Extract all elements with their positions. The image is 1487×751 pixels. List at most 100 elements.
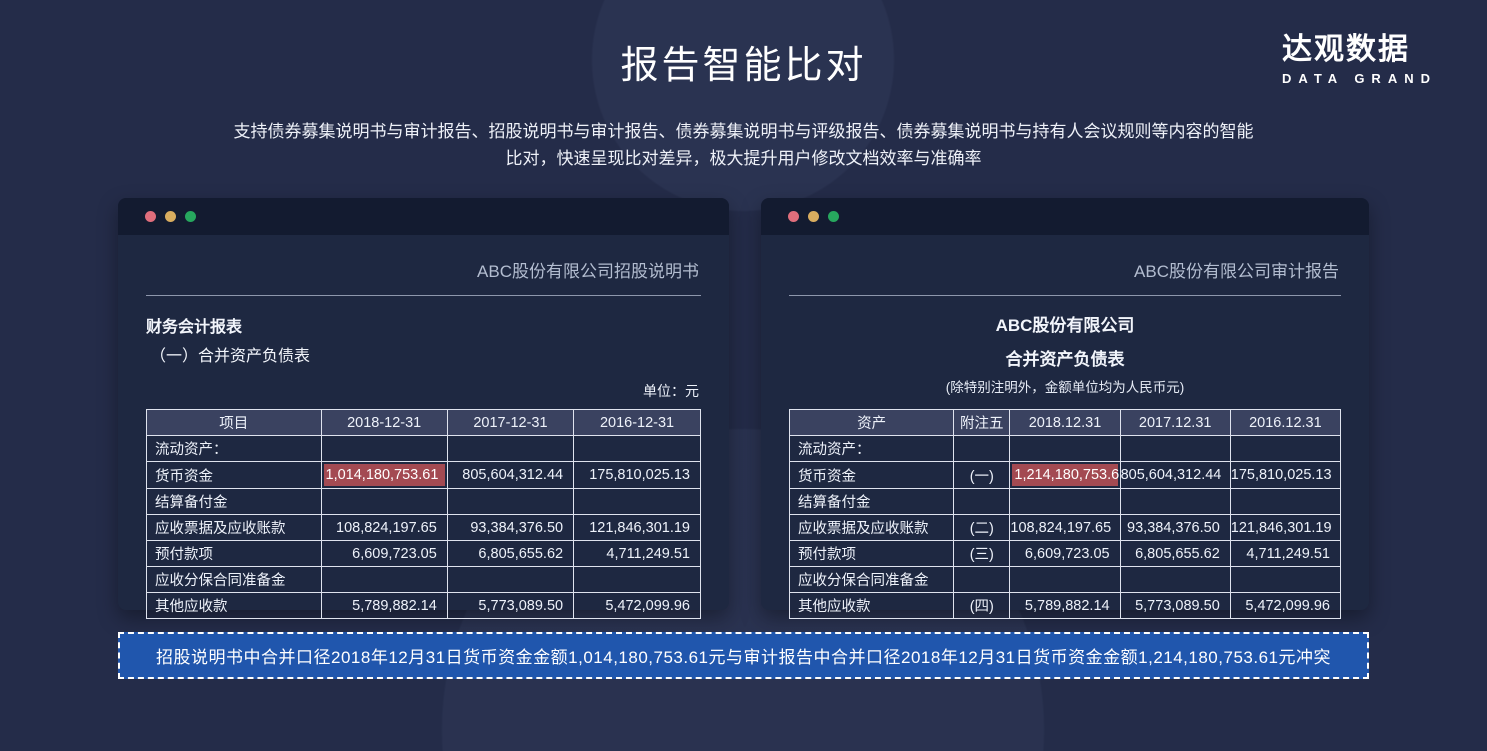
conflict-highlight: 1,214,180,753.61 xyxy=(1012,464,1119,486)
note-ref xyxy=(953,566,1011,593)
column-header: 2018.12.31 xyxy=(1009,409,1121,436)
cell-value: 5,472,099.96 xyxy=(1229,592,1342,619)
audit-window-body: ABC股份有限公司审计报告 ABC股份有限公司 合并资产负债表 (除特别注明外，… xyxy=(761,235,1369,619)
cell-value: 93,384,376.50 xyxy=(1119,514,1231,541)
cell-value: 4,711,249.51 xyxy=(573,540,701,567)
note-ref xyxy=(953,488,1011,515)
note-ref: (四) xyxy=(953,592,1011,619)
cell-value: 5,773,089.50 xyxy=(446,592,575,619)
column-header: 2018-12-31 xyxy=(320,409,448,436)
cell-value: 6,805,655.62 xyxy=(1119,540,1231,567)
prospectus-section-heading: 财务会计报表 （一）合并资产负债表 xyxy=(146,313,701,366)
cell-value xyxy=(1229,435,1342,462)
note-ref: (一) xyxy=(953,461,1011,489)
cell-value: 108,824,197.65 xyxy=(320,514,448,541)
section-title: 财务会计报表 xyxy=(146,319,243,336)
prospectus-window-body: ABC股份有限公司招股说明书 财务会计报表 （一）合并资产负债表 单位：元 项目… xyxy=(118,235,729,619)
subsection-title: （一）合并资产负债表 xyxy=(150,348,311,365)
note-ref: (二) xyxy=(953,514,1011,541)
conflict-banner-text: 招股说明书中合并口径2018年12月31日货币资金金额1,014,180,753… xyxy=(156,648,1331,667)
row-label: 货币资金 xyxy=(788,461,955,489)
table-row: 货币资金 (一) 1,214,180,753.61 805,604,312.44… xyxy=(788,461,1342,489)
window-titlebar xyxy=(761,198,1369,235)
unit-label: 单位：元 xyxy=(643,383,699,399)
table-row: 结算备付金 xyxy=(146,488,701,515)
cell-value xyxy=(573,488,701,515)
table-row: 应收票据及应收账款 (二) 108,824,197.65 93,384,376.… xyxy=(788,514,1342,541)
cell-value: 121,846,301.19 xyxy=(573,514,701,541)
prospectus-window: ABC股份有限公司招股说明书 财务会计报表 （一）合并资产负债表 单位：元 项目… xyxy=(118,198,729,619)
row-label: 预付款项 xyxy=(146,540,322,567)
cell-value: 6,609,723.05 xyxy=(1009,540,1121,567)
brand-logo: 达观数据 DATA GRAND xyxy=(1282,33,1437,86)
sheet-title: 合并资产负债表 xyxy=(1005,350,1125,369)
cell-value xyxy=(446,566,575,593)
cell-value: 6,805,655.62 xyxy=(446,540,575,567)
cell-value: 5,773,089.50 xyxy=(1119,592,1231,619)
row-label: 货币资金 xyxy=(146,461,322,489)
cell-value xyxy=(1229,566,1342,593)
audit-sheet-heading: ABC股份有限公司 合并资产负债表 (除特别注明外，金额单位均为人民币元) xyxy=(789,311,1341,396)
conflict-banner: 招股说明书中合并口径2018年12月31日货币资金金额1,014,180,753… xyxy=(118,632,1369,679)
column-header: 2017-12-31 xyxy=(446,409,575,436)
row-label: 应收票据及应收账款 xyxy=(146,514,322,541)
cell-value xyxy=(1009,566,1121,593)
cell-value: 5,789,882.14 xyxy=(320,592,448,619)
cell-value xyxy=(1009,488,1121,515)
cell-value xyxy=(320,488,448,515)
window-maximize-dot-icon xyxy=(828,211,839,222)
company-name: ABC股份有限公司 xyxy=(995,316,1135,335)
note-ref: (三) xyxy=(953,540,1011,567)
prospectus-balance-sheet-table: 项目 2018-12-31 2017-12-31 2016-12-31 流动资产… xyxy=(146,409,701,619)
audit-report-window: ABC股份有限公司审计报告 ABC股份有限公司 合并资产负债表 (除特别注明外，… xyxy=(761,198,1369,619)
table-row: 货币资金 1,014,180,753.61 805,604,312.44 175… xyxy=(146,461,701,489)
conflict-highlight: 1,014,180,753.61 xyxy=(323,464,445,486)
column-header: 资产 xyxy=(788,409,955,436)
cell-value xyxy=(320,566,448,593)
table-header-row: 项目 2018-12-31 2017-12-31 2016-12-31 xyxy=(146,409,701,436)
row-label: 结算备付金 xyxy=(788,488,955,515)
cell-value-conflict: 1,214,180,753.61 xyxy=(1009,461,1121,489)
cell-value: 805,604,312.44 xyxy=(446,461,575,489)
cell-value: 93,384,376.50 xyxy=(446,514,575,541)
table-row: 流动资产： xyxy=(146,435,701,462)
column-header: 2016-12-31 xyxy=(573,409,701,436)
cell-value: 175,810,025.13 xyxy=(573,461,701,489)
column-header: 附注五 xyxy=(953,409,1011,436)
row-label: 应收分保合同准备金 xyxy=(146,566,322,593)
unit-note: (除特别注明外，金额单位均为人民币元) xyxy=(945,380,1185,395)
row-label: 应收分保合同准备金 xyxy=(788,566,955,593)
note-ref xyxy=(953,435,1011,462)
window-minimize-dot-icon xyxy=(165,211,176,222)
cell-value xyxy=(1119,566,1231,593)
cell-value: 5,789,882.14 xyxy=(1009,592,1121,619)
window-titlebar xyxy=(118,198,729,235)
audit-balance-sheet-table: 资产 附注五 2018.12.31 2017.12.31 2016.12.31 … xyxy=(788,409,1342,619)
table-header-row: 资产 附注五 2018.12.31 2017.12.31 2016.12.31 xyxy=(788,409,1342,436)
cell-value xyxy=(1009,435,1121,462)
prospectus-doc-title: ABC股份有限公司招股说明书 xyxy=(146,249,701,296)
cell-value: 5,472,099.96 xyxy=(573,592,701,619)
window-close-dot-icon xyxy=(788,211,799,222)
audit-doc-title: ABC股份有限公司审计报告 xyxy=(789,249,1341,296)
cell-value xyxy=(573,566,701,593)
table-row: 预付款项 6,609,723.05 6,805,655.62 4,711,249… xyxy=(146,540,701,567)
table-row: 其他应收款 (四) 5,789,882.14 5,773,089.50 5,47… xyxy=(788,592,1342,619)
feature-description: 支持债券募集说明书与审计报告、招股说明书与审计报告、债券募集说明书与评级报告、债… xyxy=(233,122,1254,168)
row-label: 流动资产： xyxy=(146,435,322,462)
column-header: 2016.12.31 xyxy=(1229,409,1342,436)
table-row: 其他应收款 5,789,882.14 5,773,089.50 5,472,09… xyxy=(146,592,701,619)
brand-logo-english: DATA GRAND xyxy=(1282,71,1437,86)
row-label: 预付款项 xyxy=(788,540,955,567)
row-label: 流动资产： xyxy=(788,435,955,462)
row-label: 其他应收款 xyxy=(146,592,322,619)
table-row: 流动资产： xyxy=(788,435,1342,462)
cell-value xyxy=(1229,488,1342,515)
cell-value xyxy=(446,488,575,515)
table-row: 结算备付金 xyxy=(788,488,1342,515)
cell-value: 6,609,723.05 xyxy=(320,540,448,567)
table-row: 应收票据及应收账款 108,824,197.65 93,384,376.50 1… xyxy=(146,514,701,541)
page-title: 报告智能比对 xyxy=(620,45,867,87)
table-row: 预付款项 (三) 6,609,723.05 6,805,655.62 4,711… xyxy=(788,540,1342,567)
cell-value xyxy=(1119,488,1231,515)
